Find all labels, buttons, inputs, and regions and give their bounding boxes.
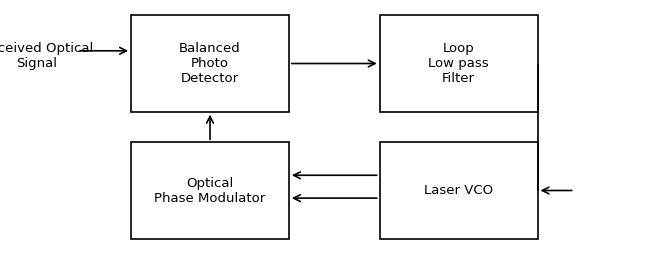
Text: Balanced
Photo
Detector: Balanced Photo Detector [179,42,241,85]
Bar [380,15,538,112]
Text: Loop
Low pass
Filter: Loop Low pass Filter [428,42,489,85]
Bar [380,142,538,239]
Bar [131,15,289,112]
Text: Laser VCO: Laser VCO [424,184,493,197]
Text: Optical
Phase Modulator: Optical Phase Modulator [155,177,265,204]
Bar [131,142,289,239]
Text: Received Optical
Signal: Received Optical Signal [0,42,93,70]
